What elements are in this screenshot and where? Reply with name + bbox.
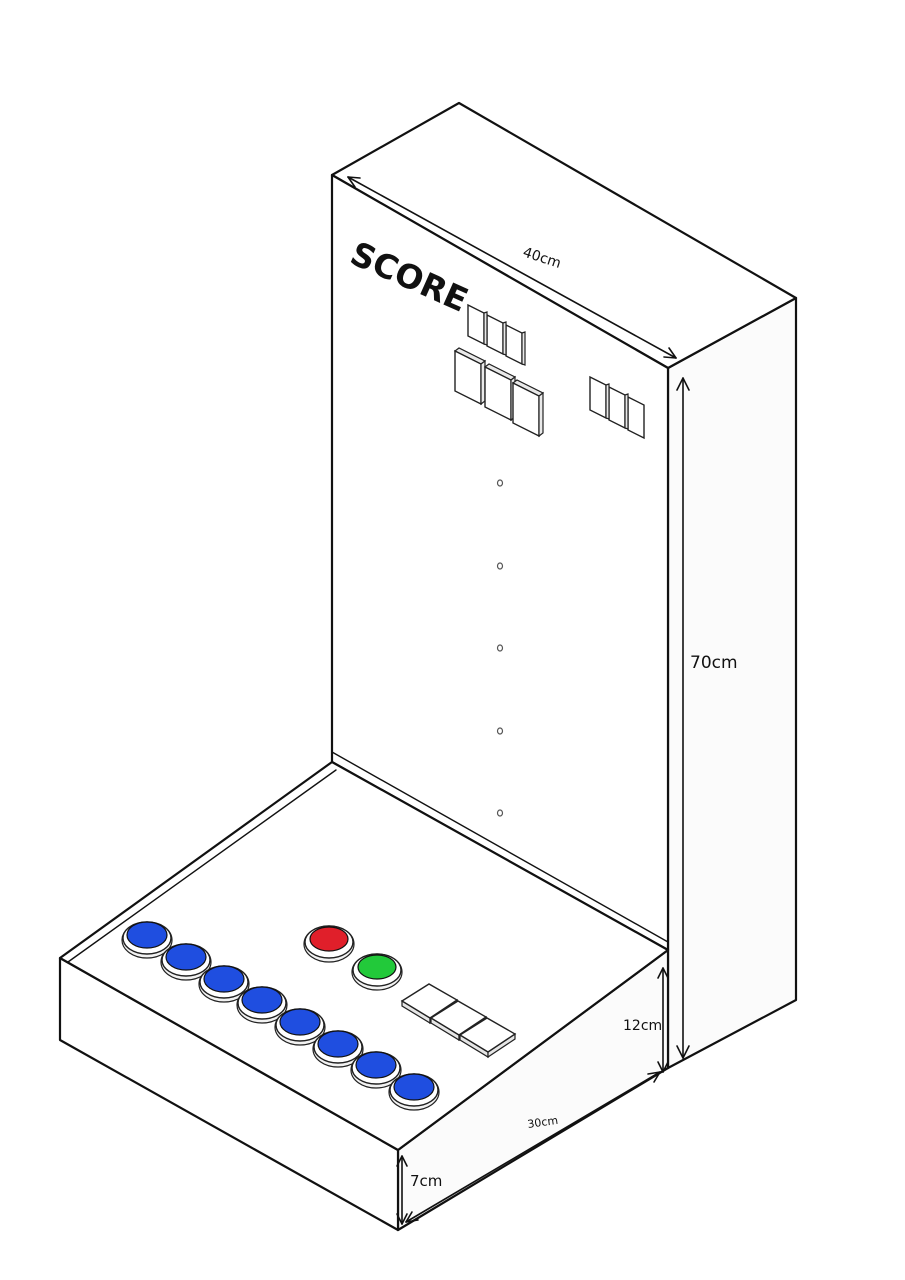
hole: [496, 727, 504, 735]
base-back-height-label: 12cm: [623, 1018, 662, 1034]
player-button[interactable]: [274, 1008, 326, 1046]
digit-cell: [608, 385, 626, 430]
hole: [496, 644, 504, 652]
depth-label: 30cm: [527, 1114, 559, 1131]
hole: [496, 809, 504, 817]
digit-group-middle: [453, 347, 545, 438]
base-back-height-arrow: [657, 967, 669, 1073]
player-buttons: [121, 921, 440, 1111]
base-front-height-arrow: [396, 1155, 408, 1225]
green-button[interactable]: [351, 953, 403, 991]
digit-cell: [589, 375, 607, 420]
hole: [496, 562, 504, 570]
depth-arrow: [405, 1071, 661, 1223]
key-pad[interactable]: [458, 1017, 517, 1059]
panel-holes: [496, 479, 504, 817]
player-button[interactable]: [312, 1030, 364, 1068]
player-button[interactable]: [160, 943, 212, 981]
base-front-height-label: 7cm: [410, 1172, 442, 1190]
digit-group-top: [467, 303, 526, 366]
height-arrow: [676, 377, 690, 1059]
height-label: 70cm: [690, 653, 738, 673]
hole: [496, 479, 504, 487]
width-arrow: [347, 176, 677, 359]
player-button[interactable]: [236, 986, 288, 1024]
red-button[interactable]: [303, 925, 355, 963]
digit-cell: [627, 395, 645, 440]
player-button[interactable]: [121, 921, 173, 959]
player-button[interactable]: [198, 965, 250, 1003]
cabinet-side-face: [666, 296, 798, 1070]
player-button[interactable]: [350, 1051, 402, 1089]
key-pads: [400, 983, 517, 1059]
digit-group-right: [589, 375, 645, 440]
player-button[interactable]: [388, 1073, 440, 1111]
dimension-arrows: [347, 176, 690, 1225]
score-display: [453, 303, 645, 440]
